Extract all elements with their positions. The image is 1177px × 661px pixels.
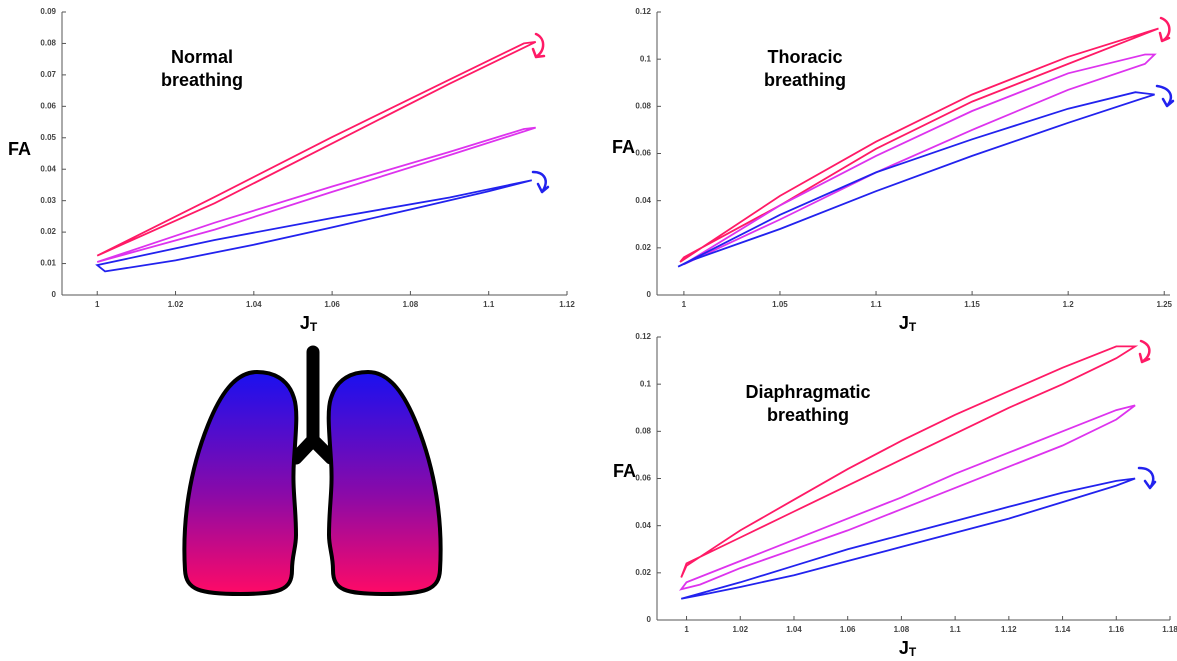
- x-axis-label-main: J: [899, 313, 909, 333]
- loop-line: [95, 179, 533, 273]
- x-tick-label: 1.02: [732, 625, 748, 634]
- x-tick-label: 1.15: [964, 300, 980, 309]
- x-tick-label: 1.14: [1055, 625, 1071, 634]
- y-axis-label: FA: [612, 137, 635, 157]
- x-tick-label: 1.02: [168, 300, 184, 309]
- loop-line: [96, 126, 536, 263]
- cycle-arrows: [531, 16, 1175, 490]
- annotation: breathing: [161, 70, 243, 90]
- x-tick-label: 1: [682, 300, 687, 309]
- loop-line: [678, 404, 1136, 591]
- x-tick-label: 1.16: [1108, 625, 1124, 634]
- x-axis-label-sub: T: [909, 320, 917, 334]
- y-tick-label: 0.06: [635, 474, 651, 483]
- x-tick-label: 1.1: [950, 625, 962, 634]
- x-tick-label: 1: [684, 625, 689, 634]
- y-tick-label: 0: [647, 615, 652, 624]
- x-axis-label: JT: [300, 313, 318, 334]
- y-axis-label: FA: [8, 139, 31, 159]
- y-tick-label: 0: [647, 290, 652, 299]
- y-tick-label: 0.02: [40, 227, 56, 236]
- annotation: breathing: [767, 405, 849, 425]
- x-tick-label: 1.2: [1063, 300, 1075, 309]
- annotation: breathing: [764, 70, 846, 90]
- y-tick-label: 0.05: [40, 133, 56, 142]
- y-tick-label: 0.01: [40, 259, 56, 268]
- chart: 0 0.02 0.04 0.06 0.08 0.1 0.12 1 1.05 1.1 1.15 1.2 1…: [612, 7, 1173, 334]
- y-tick-label: 0.12: [635, 332, 651, 341]
- loop-line: [679, 27, 1159, 263]
- x-axis-label: JT: [899, 638, 917, 659]
- x-tick-label: 1.08: [403, 300, 419, 309]
- annotation: Thoracic: [767, 47, 842, 67]
- x-tick-label: 1.05: [772, 300, 788, 309]
- x-tick-label: 1.04: [786, 625, 802, 634]
- y-tick-label: 0.04: [635, 196, 651, 205]
- x-tick-label: 1.06: [324, 300, 340, 309]
- x-axis-label-main: J: [899, 638, 909, 658]
- x-tick-label: 1.18: [1162, 625, 1177, 634]
- y-tick-label: 0.02: [635, 243, 651, 252]
- x-tick-label: 1: [95, 300, 100, 309]
- x-tick-label: 1.12: [1001, 625, 1017, 634]
- chart: 0 0.02 0.04 0.06 0.08 0.1 0.12 1 1.02 1.04 1.06 1.0…: [613, 332, 1177, 659]
- y-tick-label: 0.08: [40, 39, 56, 48]
- x-tick-label: 1.25: [1156, 300, 1172, 309]
- y-tick-label: 0.04: [40, 164, 56, 173]
- x-axis-label-sub: T: [310, 320, 318, 334]
- y-tick-label: 0.06: [635, 149, 651, 158]
- y-tick-label: 0.1: [640, 379, 652, 388]
- loop-line: [683, 53, 1157, 266]
- y-tick-label: 0.06: [40, 101, 56, 110]
- x-tick-label: 1.04: [246, 300, 262, 309]
- x-axis-label-sub: T: [909, 645, 917, 659]
- y-tick-label: 0.03: [40, 196, 56, 205]
- loop-line: [680, 345, 1139, 578]
- y-tick-label: 0.12: [635, 7, 651, 16]
- x-tick-label: 1.08: [894, 625, 910, 634]
- x-tick-label: 1.1: [483, 300, 495, 309]
- y-tick-label: 0.07: [40, 70, 56, 79]
- y-tick-label: 0.09: [40, 7, 56, 16]
- lungs-illustration: [182, 345, 443, 597]
- y-tick-label: 0.08: [635, 426, 651, 435]
- chart: 0 0.01 0.02 0.03 0.04 0.05 0.06 0.07 0.08 0.09 1 1.…: [8, 7, 575, 334]
- loop-line: [680, 477, 1136, 600]
- x-tick-label: 1.12: [559, 300, 575, 309]
- y-tick-label: 0.08: [635, 101, 651, 110]
- y-tick-label: 0.02: [635, 568, 651, 577]
- y-tick-label: 0: [52, 290, 57, 299]
- annotation: Normal: [171, 47, 233, 67]
- loop-line: [96, 41, 537, 257]
- x-tick-label: 1.06: [840, 625, 856, 634]
- y-tick-label: 0.1: [640, 54, 652, 63]
- loop-line: [677, 91, 1155, 268]
- x-axis-label-main: J: [300, 313, 310, 333]
- annotation: Diaphragmatic: [745, 382, 870, 402]
- y-tick-label: 0.04: [635, 521, 651, 530]
- x-axis-label: JT: [899, 313, 917, 334]
- x-tick-label: 1.1: [870, 300, 882, 309]
- y-axis-label: FA: [613, 461, 636, 481]
